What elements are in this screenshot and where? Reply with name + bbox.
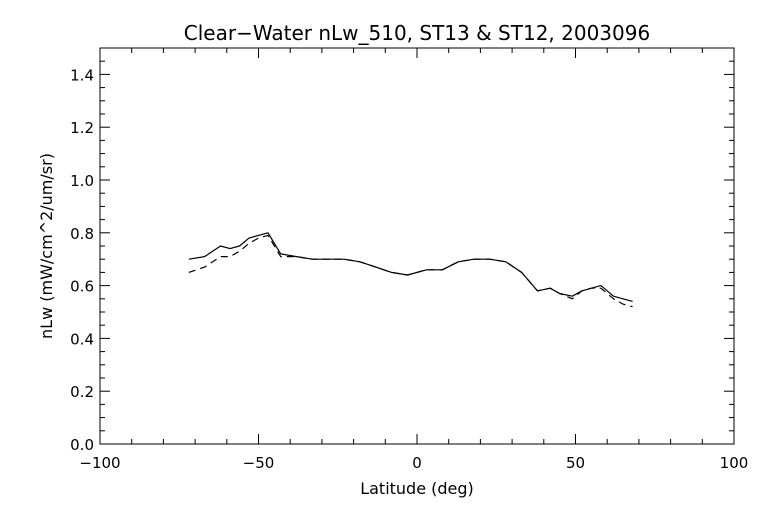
y-tick-label: 0.8	[70, 225, 94, 243]
chart-title: Clear−Water nLw_510, ST13 & ST12, 200309…	[184, 21, 650, 45]
series-line-solid	[188, 232, 633, 302]
x-tick-label: 0	[412, 454, 422, 472]
y-tick-label: 0.4	[70, 330, 94, 348]
x-axis-label: Latitude (deg)	[360, 479, 474, 498]
series-layer	[188, 232, 633, 308]
y-tick-label: 0.0	[70, 436, 94, 454]
x-tick-label: −50	[243, 454, 275, 472]
y-tick-label: 0.6	[70, 278, 94, 296]
ticks-layer: −100 −50 0 50 100 0.0 0.2 0.4 0.6 0.8 1.0 1.2 1.4	[70, 48, 748, 472]
x-tick-label: 50	[566, 454, 585, 472]
plot-frame	[99, 47, 735, 445]
y-tick-label: 1.2	[70, 119, 94, 137]
series-line-dashed	[188, 234, 633, 308]
y-axis-label: nLw (mW/cm^2/um/sr)	[37, 153, 56, 339]
y-tick-label: 1.4	[70, 66, 94, 84]
y-tick-label: 1.0	[70, 172, 94, 190]
x-tick-label: 100	[720, 454, 749, 472]
x-tick-label: −100	[79, 454, 120, 472]
y-tick-label: 0.2	[70, 383, 94, 401]
